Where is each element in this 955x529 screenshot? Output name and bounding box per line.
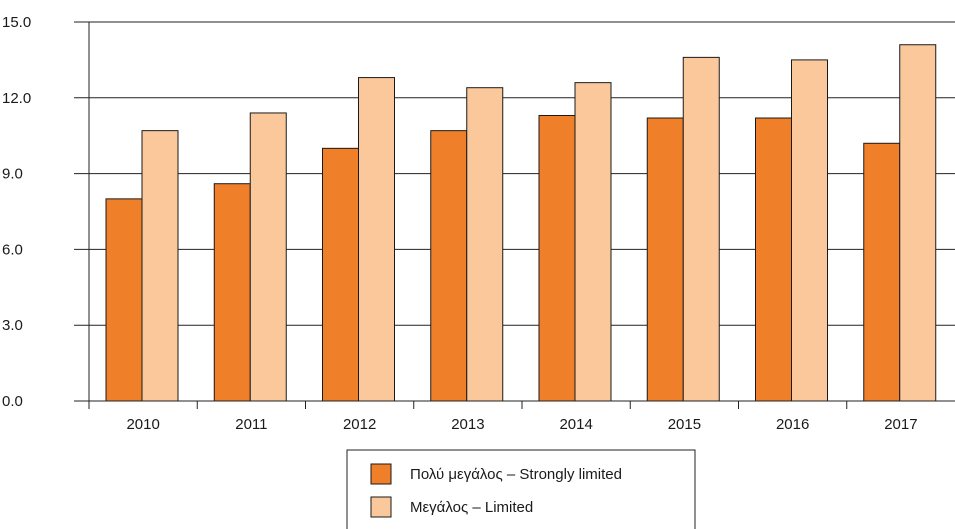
bar-2011-series-2 <box>249 112 287 402</box>
bars <box>105 44 937 402</box>
bar-2017-series-1 <box>863 142 901 402</box>
bar-2011-series-1 <box>213 183 251 402</box>
legend-label: Μεγάλος – Limited <box>410 499 533 516</box>
bar-2013-series-1 <box>430 130 468 402</box>
bar-2010-series-1 <box>105 198 143 402</box>
x-tick-label: 2017 <box>884 416 917 433</box>
bar-2012-series-2 <box>358 77 395 402</box>
bar-2010-series-2 <box>141 130 179 402</box>
axes <box>74 22 955 409</box>
y-tick-label: 12.0 <box>2 90 31 107</box>
bar-2015-series-2 <box>682 56 720 402</box>
x-tick-labels: 2010 2011 2012 2013 2014 2015 2016 2017 <box>126 416 917 433</box>
bar-2013-series-2 <box>466 87 504 402</box>
x-tick-label: 2010 <box>126 416 159 433</box>
bar-2014-series-1 <box>538 114 576 402</box>
y-tick-label: 0.0 <box>2 393 23 410</box>
bar-2017-series-2 <box>899 44 937 402</box>
x-tick-label: 2012 <box>343 416 376 433</box>
y-tick-labels: 0.0 3.0 6.0 9.0 12.0 15.0 <box>2 14 31 410</box>
x-tick-label: 2014 <box>559 416 592 433</box>
x-tick-label: 2013 <box>451 416 484 433</box>
bar-2014-series-2 <box>574 82 612 402</box>
y-tick-label: 15.0 <box>2 14 31 31</box>
bar-2016-series-1 <box>755 117 792 402</box>
x-tick-label: 2016 <box>776 416 809 433</box>
legend-swatch <box>370 496 392 518</box>
x-tick-label: 2015 <box>668 416 701 433</box>
y-tick-label: 6.0 <box>2 241 23 258</box>
y-tick-label: 9.0 <box>2 166 23 183</box>
legend-box <box>346 449 696 529</box>
y-tick-label: 3.0 <box>2 317 23 334</box>
bar-2012-series-1 <box>322 147 359 402</box>
bar-2016-series-2 <box>791 59 828 402</box>
legend: Πολύ μεγάλος – Strongly limited Μεγάλος –… <box>346 449 696 529</box>
x-tick-label: 2011 <box>235 416 267 433</box>
legend-swatch <box>370 463 392 485</box>
bar-2015-series-1 <box>646 117 684 402</box>
legend-label: Πολύ μεγάλος – Strongly limited <box>410 466 622 483</box>
